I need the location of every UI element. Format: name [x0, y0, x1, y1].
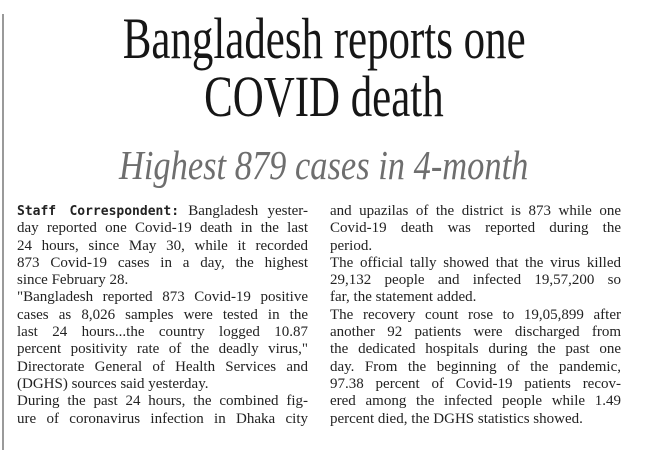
- article-line: 29,132 people and infected 19,57,200 so: [330, 272, 621, 289]
- article-line-text: day. From the beginning of the pandemic,: [330, 358, 621, 375]
- column-rule: [2, 14, 4, 450]
- article-line-text: Bangladesh yester-: [179, 203, 308, 219]
- article-line-text: day reported one Covid-19 death in the l…: [17, 220, 308, 237]
- article-line: the dedicated hospitals during the past …: [330, 341, 621, 358]
- article-line: far, the statement added.: [330, 289, 621, 306]
- article-line-text: 873 Covid-19 cases in a day, the highest: [17, 254, 308, 271]
- article-line: Directorate General of Health Services a…: [17, 359, 308, 376]
- article-line-text: 29,132 people and infected 19,57,200 so: [330, 272, 621, 289]
- article-line-text: percent died, the DGHS statistics showed…: [330, 410, 583, 427]
- article-line: last 24 hours...the country logged 10.87: [17, 324, 308, 341]
- headline-text: COVID death: [204, 64, 444, 129]
- article-line: 873 Covid-19 cases in a day, the highest: [17, 255, 308, 272]
- article-line: The official tally showed that the virus…: [330, 255, 621, 272]
- article-line-text: the dedicated hospitals during the past …: [330, 341, 621, 358]
- article-line: 24 hours, since May 30, while it recorde…: [17, 238, 308, 255]
- article-line-text: ered among the infected people while 1.4…: [330, 393, 621, 410]
- article-line: The recovery count rose to 19,05,899 aft…: [330, 307, 621, 324]
- article-line: ered among the infected people while 1.4…: [330, 393, 621, 410]
- article-line: and upazilas of the district is 873 whil…: [330, 203, 621, 220]
- article-line-text: another 92 patients were discharged from: [330, 324, 621, 341]
- article-line-text: and upazilas of the district is 873 whil…: [330, 203, 621, 219]
- article-line-text: period.: [330, 237, 373, 254]
- article-line: Staff Correspondent: Bangladesh yester-: [17, 203, 308, 220]
- article-line-text: Covid-19 death was reported during the: [330, 220, 621, 237]
- article-line-text: last 24 hours...the country logged 10.87: [17, 324, 308, 341]
- article-line: day. From the beginning of the pandemic,: [330, 359, 621, 376]
- article-line-text: The recovery count rose to 19,05,899 aft…: [330, 306, 621, 323]
- byline: Staff Correspondent:: [17, 204, 180, 219]
- article-line: since February 28.: [17, 272, 308, 289]
- headline-line-1: Bangladesh reports one: [0, 10, 648, 68]
- article-line: cases as 8,026 samples were tested in th…: [17, 307, 308, 324]
- article-line: period.: [330, 238, 621, 255]
- article-line-text: 24 hours, since May 30, while it recorde…: [17, 237, 308, 254]
- headline-line-2: COVID death: [0, 68, 648, 126]
- article-line: 97.38 percent of Covid-19 patients recov…: [330, 376, 621, 393]
- article-line-text: far, the statement added.: [330, 289, 477, 306]
- article-line-text: During the past 24 hours, the combined f…: [17, 393, 308, 410]
- article-line-text: since February 28.: [17, 272, 129, 289]
- article-column-right: and upazilas of the district is 873 whil…: [330, 203, 621, 428]
- article-line: Covid-19 death was reported during the: [330, 220, 621, 237]
- subheadline: Highest 879 cases in 4-month: [0, 143, 648, 187]
- article-line-text: Directorate General of Health Services a…: [17, 358, 308, 375]
- article-line-text: "Bangladesh reported 873 Covid-19 positi…: [17, 289, 308, 306]
- article-line: day reported one Covid-19 death in the l…: [17, 220, 308, 237]
- article-line: During the past 24 hours, the combined f…: [17, 393, 308, 410]
- article-line: ure of coronavirus infection in Dhaka ci…: [17, 411, 308, 428]
- article-line-text: cases as 8,026 samples were tested in th…: [17, 306, 308, 323]
- article-line: percent died, the DGHS statistics showed…: [330, 411, 621, 428]
- headline-text: Bangladesh reports one: [122, 6, 526, 71]
- article-line: percent positivity rate of the deadly vi…: [17, 341, 308, 358]
- article-line: (DGHS) sources said yesterday.: [17, 376, 308, 393]
- article-line-text: (DGHS) sources said yesterday.: [17, 375, 209, 392]
- article-line-text: ure of coronavirus infection in Dhaka ci…: [17, 410, 308, 427]
- article-line-text: The official tally showed that the virus…: [330, 254, 621, 271]
- article-line-text: 97.38 percent of Covid-19 patients recov…: [330, 375, 621, 392]
- article-line: another 92 patients were discharged from: [330, 324, 621, 341]
- article-column-left: Staff Correspondent: Bangladesh yester-d…: [17, 203, 308, 428]
- article-line-text: percent positivity rate of the deadly vi…: [17, 341, 308, 358]
- article-line: "Bangladesh reported 873 Covid-19 positi…: [17, 289, 308, 306]
- subheadline-text: Highest 879 cases in 4-month: [119, 142, 529, 188]
